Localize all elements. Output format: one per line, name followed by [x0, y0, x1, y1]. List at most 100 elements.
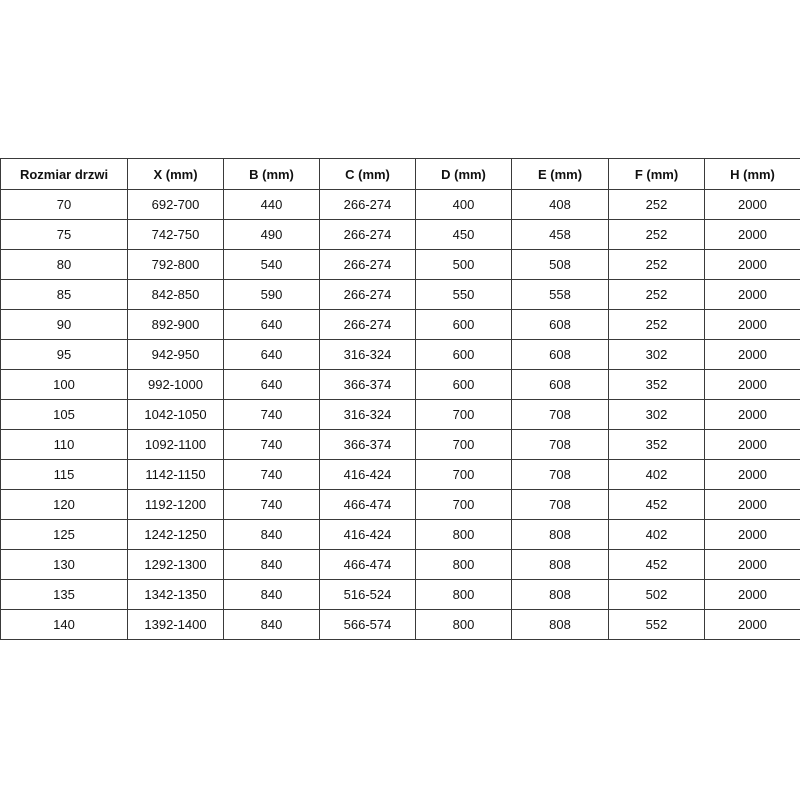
table-cell: 708 [511, 459, 609, 490]
header-row: Rozmiar drzwi X (mm) B (mm) C (mm) D (mm) E (… [0, 158, 800, 190]
column-header: X (mm) [127, 158, 224, 190]
table-cell: 1242-1250 [127, 519, 224, 550]
table-row: 120 1192-1200 740 466-474 700 708 452 2000 [0, 489, 800, 520]
table-cell: 2000 [704, 459, 800, 490]
door-size-table: Rozmiar drzwi X (mm) B (mm) C (mm) D (mm) E (… [0, 158, 800, 640]
table-cell: 452 [608, 549, 705, 580]
table-row: 75 742-750 490 266-274 450 458 252 2000 [0, 219, 800, 250]
table-cell: 840 [223, 579, 320, 610]
table-cell: 416-424 [319, 519, 416, 550]
table-cell: 302 [608, 399, 705, 430]
table-cell: 2000 [704, 219, 800, 250]
column-header: C (mm) [319, 158, 416, 190]
table-cell: 408 [511, 189, 609, 220]
table-cell: 808 [511, 609, 609, 640]
table-cell: 590 [223, 279, 320, 310]
table-cell: 352 [608, 429, 705, 460]
column-header: E (mm) [511, 158, 609, 190]
table-cell: 708 [511, 489, 609, 520]
table-cell: 550 [415, 279, 512, 310]
table-cell: 440 [223, 189, 320, 220]
table-cell: 600 [415, 339, 512, 370]
table-cell: 708 [511, 399, 609, 430]
table-cell: 840 [223, 609, 320, 640]
table-cell: 842-850 [127, 279, 224, 310]
table-cell: 840 [223, 549, 320, 580]
table-cell: 2000 [704, 339, 800, 370]
table-cell: 366-374 [319, 369, 416, 400]
table-cell: 2000 [704, 519, 800, 550]
table-cell: 640 [223, 339, 320, 370]
table-row: 85 842-850 590 266-274 550 558 252 2000 [0, 279, 800, 310]
table-cell: 508 [511, 249, 609, 280]
column-header: B (mm) [223, 158, 320, 190]
table-cell: 708 [511, 429, 609, 460]
column-header: F (mm) [608, 158, 705, 190]
table-cell: 808 [511, 519, 609, 550]
table-cell: 740 [223, 459, 320, 490]
table-cell: 252 [608, 309, 705, 340]
table-row: 100 992-1000 640 366-374 600 608 352 2000 [0, 369, 800, 400]
table-cell: 2000 [704, 549, 800, 580]
table-cell: 452 [608, 489, 705, 520]
table-cell: 402 [608, 459, 705, 490]
table-cell: 1392-1400 [127, 609, 224, 640]
table-cell: 316-324 [319, 399, 416, 430]
table-cell: 252 [608, 219, 705, 250]
table-row: 115 1142-1150 740 416-424 700 708 402 2000 [0, 459, 800, 490]
table-cell: 502 [608, 579, 705, 610]
table-cell: 740 [223, 489, 320, 520]
column-header: H (mm) [704, 158, 800, 190]
table-cell: 266-274 [319, 279, 416, 310]
table-row: 110 1092-1100 740 366-374 700 708 352 2000 [0, 429, 800, 460]
table-cell: 2000 [704, 309, 800, 340]
table-cell: 808 [511, 549, 609, 580]
table-cell: 1142-1150 [127, 459, 224, 490]
table-cell: 316-324 [319, 339, 416, 370]
table-cell: 400 [415, 189, 512, 220]
table-cell: 466-474 [319, 489, 416, 520]
table-cell: 692-700 [127, 189, 224, 220]
table-cell: 1192-1200 [127, 489, 224, 520]
table-cell: 1092-1100 [127, 429, 224, 460]
table-cell: 120 [0, 489, 128, 520]
table-cell: 600 [415, 369, 512, 400]
table-row: 135 1342-1350 840 516-524 800 808 502 2000 [0, 579, 800, 610]
table-cell: 95 [0, 339, 128, 370]
table-cell: 992-1000 [127, 369, 224, 400]
table-cell: 700 [415, 399, 512, 430]
column-header: Rozmiar drzwi [0, 158, 128, 190]
table-cell: 600 [415, 309, 512, 340]
table-cell: 700 [415, 459, 512, 490]
table-cell: 700 [415, 429, 512, 460]
table-cell: 740 [223, 429, 320, 460]
table-cell: 115 [0, 459, 128, 490]
table-cell: 466-474 [319, 549, 416, 580]
table-cell: 266-274 [319, 219, 416, 250]
table-cell: 70 [0, 189, 128, 220]
table-cell: 130 [0, 549, 128, 580]
table-cell: 566-574 [319, 609, 416, 640]
table-cell: 892-900 [127, 309, 224, 340]
table-row: 90 892-900 640 266-274 600 608 252 2000 [0, 309, 800, 340]
table-cell: 500 [415, 249, 512, 280]
table-row: 105 1042-1050 740 316-324 700 708 302 2000 [0, 399, 800, 430]
table-cell: 458 [511, 219, 609, 250]
table-cell: 90 [0, 309, 128, 340]
table-cell: 2000 [704, 369, 800, 400]
table-cell: 490 [223, 219, 320, 250]
table-cell: 402 [608, 519, 705, 550]
table-cell: 302 [608, 339, 705, 370]
table-cell: 105 [0, 399, 128, 430]
table-cell: 80 [0, 249, 128, 280]
table-cell: 540 [223, 249, 320, 280]
table-cell: 100 [0, 369, 128, 400]
table-cell: 252 [608, 279, 705, 310]
table-cell: 1342-1350 [127, 579, 224, 610]
table-cell: 800 [415, 549, 512, 580]
table-cell: 516-524 [319, 579, 416, 610]
table-row: 140 1392-1400 840 566-574 800 808 552 2000 [0, 609, 800, 640]
table-row: 130 1292-1300 840 466-474 800 808 452 2000 [0, 549, 800, 580]
table-cell: 552 [608, 609, 705, 640]
table-cell: 2000 [704, 489, 800, 520]
